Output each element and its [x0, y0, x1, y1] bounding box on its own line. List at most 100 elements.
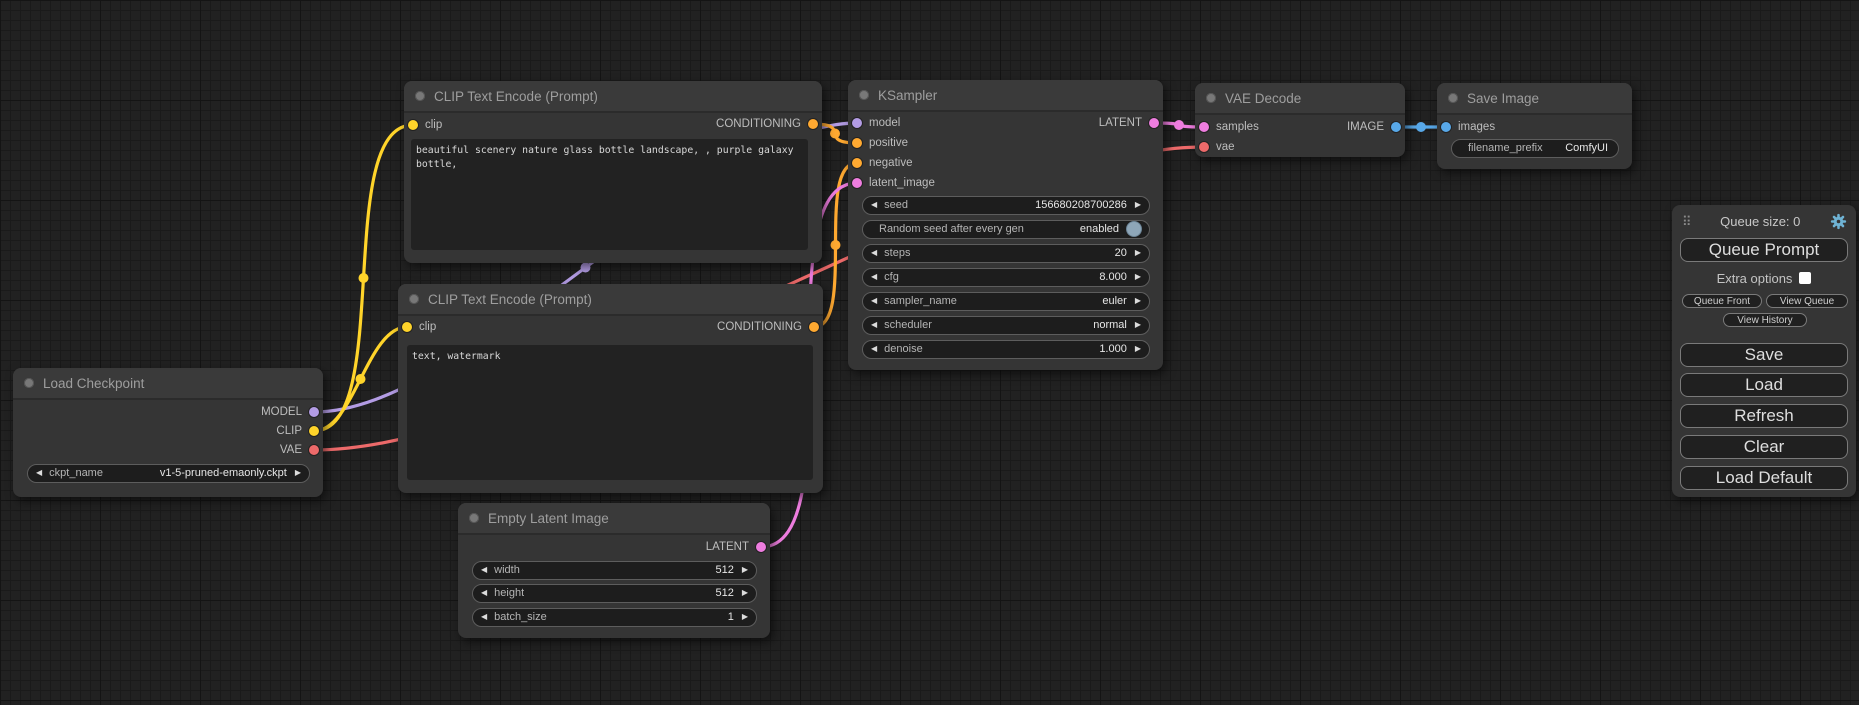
IMAGE-output-port[interactable] — [1391, 122, 1401, 132]
clip-input-port[interactable] — [402, 322, 412, 332]
link-midpoint-dot[interactable] — [358, 273, 369, 283]
toggle-knob-icon[interactable] — [1127, 222, 1141, 236]
refresh-button[interactable]: Refresh — [1680, 404, 1848, 428]
collapse-dot-icon[interactable] — [24, 378, 34, 388]
increment-arrow-icon[interactable]: ▶ — [1134, 272, 1141, 281]
node-empty-latent-image[interactable]: Empty Latent Image LATENT ◀ width 512 ▶ ◀ heigh… — [458, 503, 770, 638]
decrement-arrow-icon[interactable]: ◀ — [871, 248, 878, 257]
node-clip-text-encode-negative[interactable]: CLIP Text Encode (Prompt) clip CONDITIONIN… — [398, 284, 823, 493]
widget-height[interactable]: ◀ height 512 ▶ — [472, 583, 757, 603]
decrement-arrow-icon[interactable]: ◀ — [871, 200, 878, 209]
increment-arrow-icon[interactable]: ▶ — [1134, 200, 1141, 209]
input-slot-label: images — [1458, 121, 1496, 133]
prompt-textarea[interactable]: beautiful scenery nature glass bottle la… — [411, 139, 808, 250]
increment-arrow-icon[interactable]: ▶ — [741, 588, 748, 597]
node-load-checkpoint[interactable]: Load Checkpoint MODEL CLIP VAE ◀ ckpt_name v1-… — [13, 368, 323, 497]
collapse-dot-icon[interactable] — [1448, 93, 1458, 103]
clear-button[interactable]: Clear — [1680, 435, 1848, 459]
widget-label: denoise — [884, 343, 923, 355]
queue-front-button[interactable]: Queue Front — [1682, 294, 1762, 308]
decrement-arrow-icon[interactable]: ◀ — [36, 468, 43, 477]
widget-ckpt_name[interactable]: ◀ ckpt_name v1-5-pruned-emaonly.ckpt ▶ — [27, 463, 310, 483]
node-title: CLIP Text Encode (Prompt) — [428, 291, 592, 307]
widget-cfg[interactable]: ◀ cfg 8.000 ▶ — [862, 267, 1150, 287]
node-header: Save Image — [1437, 83, 1632, 115]
CLIP-output-port[interactable] — [309, 426, 319, 436]
MODEL-output-port[interactable] — [309, 407, 319, 417]
input-slot-label: clip — [425, 119, 443, 131]
queue-panel[interactable]: ⠿ Queue size: 0 Queue Prompt Extra optio… — [1672, 205, 1856, 497]
increment-arrow-icon[interactable]: ▶ — [741, 612, 748, 621]
collapse-dot-icon[interactable] — [1206, 93, 1216, 103]
queue-panel-header: ⠿ Queue size: 0 — [1672, 212, 1856, 230]
widget-value: 20 — [1114, 247, 1127, 259]
widget-Random seed after every gen[interactable]: Random seed after every gen enabled — [862, 219, 1150, 239]
link-midpoint-dot[interactable] — [830, 240, 841, 250]
drag-handle-icon[interactable]: ⠿ — [1682, 213, 1691, 229]
decrement-arrow-icon[interactable]: ◀ — [481, 565, 488, 574]
samples-input-port[interactable] — [1199, 122, 1209, 132]
images-input-port[interactable] — [1441, 122, 1451, 132]
latent_image-input-port[interactable] — [852, 178, 862, 188]
widget-steps[interactable]: ◀ steps 20 ▶ — [862, 243, 1150, 263]
gear-icon[interactable] — [1830, 213, 1847, 230]
LATENT-output-port[interactable] — [756, 542, 766, 552]
extra-options-checkbox[interactable] — [1799, 272, 1812, 284]
link-midpoint-dot[interactable] — [830, 128, 840, 139]
link-midpoint-dot[interactable] — [355, 374, 366, 384]
widget-denoise[interactable]: ◀ denoise 1.000 ▶ — [862, 339, 1150, 359]
queue-prompt-button[interactable]: Queue Prompt — [1680, 238, 1848, 262]
widget-filename_prefix[interactable]: filename_prefix ComfyUI — [1451, 138, 1619, 158]
LATENT-output-port[interactable] — [1149, 118, 1159, 128]
link-midpoint-dot[interactable] — [1174, 120, 1184, 130]
collapse-dot-icon[interactable] — [859, 90, 869, 100]
increment-arrow-icon[interactable]: ▶ — [1134, 344, 1141, 353]
widget-value: normal — [1093, 319, 1127, 331]
decrement-arrow-icon[interactable]: ◀ — [871, 272, 878, 281]
link-midpoint-dot[interactable] — [580, 262, 591, 273]
CONDITIONING-output-port[interactable] — [809, 322, 819, 332]
node-save-image[interactable]: Save Image images filename_prefix ComfyUI — [1437, 83, 1632, 169]
node-ksampler[interactable]: KSampler model positive negative latent_imag… — [848, 80, 1163, 370]
collapse-dot-icon[interactable] — [415, 91, 425, 101]
widget-scheduler[interactable]: ◀ scheduler normal ▶ — [862, 315, 1150, 335]
decrement-arrow-icon[interactable]: ◀ — [481, 612, 488, 621]
collapse-dot-icon[interactable] — [469, 513, 479, 523]
positive-input-port[interactable] — [852, 138, 862, 148]
widget-label: batch_size — [494, 611, 547, 623]
widget-batch_size[interactable]: ◀ batch_size 1 ▶ — [472, 607, 757, 627]
negative-input-port[interactable] — [852, 158, 862, 168]
input-slot-label: model — [869, 117, 901, 129]
decrement-arrow-icon[interactable]: ◀ — [871, 344, 878, 353]
load-button[interactable]: Load — [1680, 373, 1848, 397]
widget-value: 1.000 — [1099, 343, 1127, 355]
save-button[interactable]: Save — [1680, 343, 1848, 367]
VAE-output-port[interactable] — [309, 445, 319, 455]
widget-seed[interactable]: ◀ seed 156680208700286 ▶ — [862, 195, 1150, 215]
widget-sampler_name[interactable]: ◀ sampler_name euler ▶ — [862, 291, 1150, 311]
node-vae-decode[interactable]: VAE Decode samples vae IMAGE — [1195, 83, 1405, 157]
output-slot-label: CONDITIONING — [716, 118, 801, 130]
view-queue-button[interactable]: View Queue — [1766, 294, 1848, 308]
increment-arrow-icon[interactable]: ▶ — [1134, 296, 1141, 305]
node-clip-text-encode-positive[interactable]: CLIP Text Encode (Prompt) clip CONDITIONIN… — [404, 81, 822, 263]
clip-input-port[interactable] — [408, 120, 418, 130]
increment-arrow-icon[interactable]: ▶ — [1134, 248, 1141, 257]
decrement-arrow-icon[interactable]: ◀ — [871, 320, 878, 329]
decrement-arrow-icon[interactable]: ◀ — [481, 588, 488, 597]
widget-label: width — [494, 564, 520, 576]
increment-arrow-icon[interactable]: ▶ — [1134, 320, 1141, 329]
prompt-textarea[interactable]: text, watermark — [407, 345, 813, 480]
link-midpoint-dot[interactable] — [1416, 122, 1426, 132]
increment-arrow-icon[interactable]: ▶ — [741, 565, 748, 574]
CONDITIONING-output-port[interactable] — [808, 119, 818, 129]
increment-arrow-icon[interactable]: ▶ — [294, 468, 301, 477]
collapse-dot-icon[interactable] — [409, 294, 419, 304]
widget-width[interactable]: ◀ width 512 ▶ — [472, 560, 757, 580]
view-history-button[interactable]: View History — [1723, 313, 1807, 327]
vae-input-port[interactable] — [1199, 142, 1209, 152]
load-default-button[interactable]: Load Default — [1680, 466, 1848, 490]
model-input-port[interactable] — [852, 118, 862, 128]
decrement-arrow-icon[interactable]: ◀ — [871, 296, 878, 305]
